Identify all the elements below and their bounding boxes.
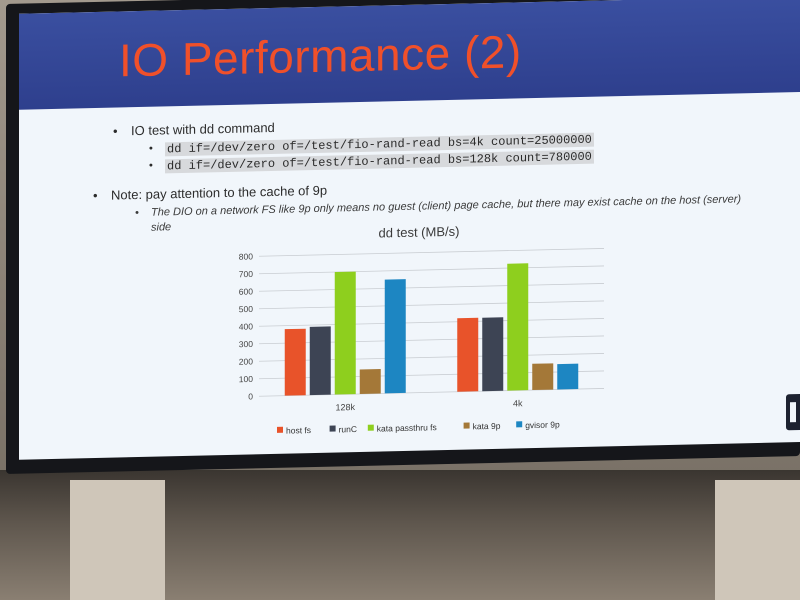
legend-swatch [329, 425, 336, 432]
bar-kata-passthru-fs-128k [334, 271, 356, 395]
bullet-io-test: IO test with dd command [131, 120, 275, 138]
gridline [259, 283, 604, 292]
bar-host-fs-4k [457, 317, 479, 392]
chart-bars [284, 263, 579, 396]
x-tick-label: 128k [335, 402, 355, 412]
x-axis-ticks: 128k 4k [335, 398, 523, 412]
bar-kata-9p-128k [359, 368, 381, 394]
chart-gridlines [259, 248, 604, 397]
chart-legend: host fs runC kata passthru fs kata 9p gvisor… [277, 419, 560, 436]
y-tick-label: 100 [239, 374, 253, 384]
gridline [259, 300, 604, 310]
bar-runC-128k [309, 326, 331, 396]
y-tick-label: 400 [239, 321, 253, 331]
chart-title: dd test (MB/s) [379, 224, 460, 241]
y-tick-label: 800 [239, 251, 253, 261]
y-axis-ticks: 0 100 200 300 400 500 600 700 800 [239, 251, 253, 401]
legend-label: runC [339, 424, 357, 434]
y-tick-label: 300 [239, 339, 253, 349]
bullet-note-9p-cache: Note: pay attention to the cache of 9p [111, 183, 327, 203]
y-tick-label: 200 [239, 356, 253, 366]
y-tick-label: 500 [239, 304, 253, 314]
wall-panel-right [715, 480, 800, 600]
display-monitor: IO Performance (2) IO test with dd comma… [6, 0, 800, 474]
brand-logo-mark [786, 393, 800, 431]
y-tick-label: 600 [239, 286, 253, 296]
gridline [259, 318, 604, 327]
bar-gvisor-9p-128k [384, 279, 406, 394]
slide-title: IO Performance (2) [119, 25, 522, 87]
legend-swatch [516, 421, 523, 428]
dd-test-chart: dd test (MB/s) 0 100 200 300 400 500 600 700 800… [239, 224, 604, 436]
x-tick-label: 4k [513, 398, 523, 408]
y-tick-label: 0 [248, 391, 253, 401]
sub-bullet-dio-note-cont: side [151, 221, 172, 234]
gridline [259, 265, 604, 275]
legend-swatch [277, 426, 283, 433]
legend-label: kata 9p [473, 421, 501, 432]
legend-swatch [367, 424, 374, 431]
bar-host-fs-128k [284, 328, 306, 396]
bar-gvisor-9p-4k [557, 363, 579, 390]
bar-runC-4k [482, 317, 504, 392]
wall-panel-left [70, 480, 165, 600]
legend-label: kata passthru fs [377, 422, 437, 433]
legend-swatch [463, 422, 470, 429]
gridline [259, 248, 604, 257]
legend-label: host fs [286, 425, 311, 436]
bar-kata-passthru-fs-4k [507, 263, 529, 391]
legend-label: gvisor 9p [525, 419, 560, 430]
y-tick-label: 700 [239, 269, 253, 279]
presentation-slide: IO Performance (2) IO test with dd comma… [19, 0, 800, 460]
bar-kata-9p-4k [532, 363, 554, 391]
